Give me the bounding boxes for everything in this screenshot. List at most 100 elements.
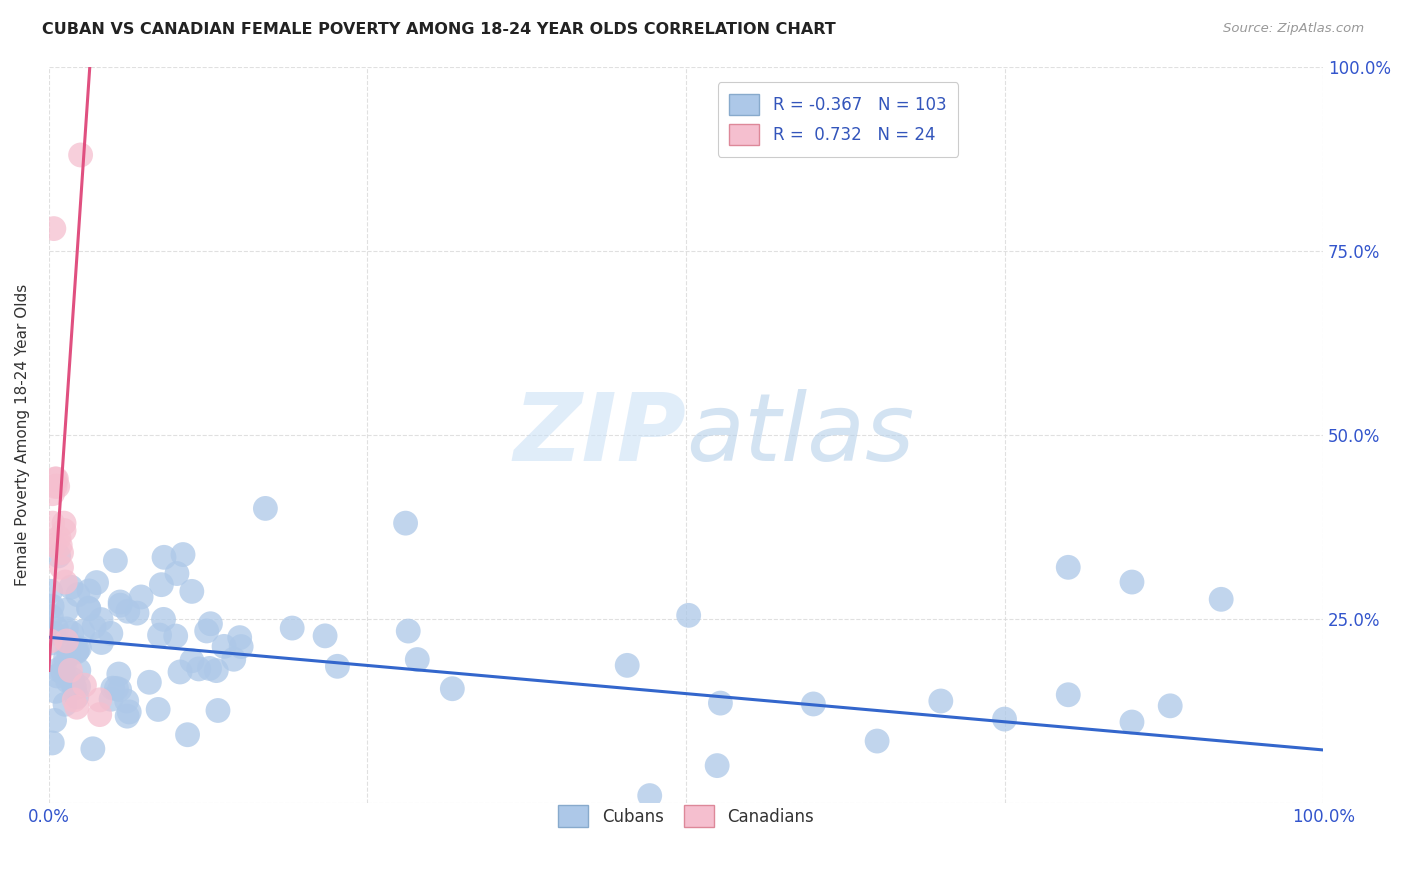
Point bbox=[195, 624, 218, 638]
Legend: Cubans, Canadians: Cubans, Canadians bbox=[550, 797, 823, 835]
Point bbox=[180, 584, 202, 599]
Point bbox=[117, 604, 139, 618]
Point bbox=[181, 654, 204, 668]
Point bbox=[326, 659, 349, 673]
Point bbox=[187, 662, 209, 676]
Point bbox=[58, 648, 80, 662]
Point bbox=[69, 640, 91, 655]
Point bbox=[138, 675, 160, 690]
Point bbox=[678, 608, 700, 623]
Point bbox=[41, 736, 63, 750]
Point bbox=[66, 588, 89, 602]
Point bbox=[616, 658, 638, 673]
Point bbox=[55, 650, 77, 665]
Point bbox=[129, 590, 152, 604]
Point bbox=[59, 580, 82, 594]
Point bbox=[176, 728, 198, 742]
Point bbox=[55, 603, 77, 617]
Point bbox=[993, 712, 1015, 726]
Point bbox=[638, 789, 661, 803]
Point bbox=[44, 479, 66, 493]
Point bbox=[56, 642, 79, 657]
Point bbox=[39, 634, 62, 648]
Point bbox=[62, 679, 84, 693]
Point bbox=[67, 680, 90, 694]
Point bbox=[55, 634, 77, 648]
Point bbox=[77, 601, 100, 615]
Point bbox=[55, 622, 77, 636]
Point bbox=[89, 693, 111, 707]
Point bbox=[86, 575, 108, 590]
Point bbox=[63, 681, 86, 695]
Point bbox=[929, 694, 952, 708]
Point bbox=[100, 626, 122, 640]
Point bbox=[41, 486, 63, 500]
Point bbox=[228, 631, 250, 645]
Point bbox=[207, 704, 229, 718]
Point bbox=[172, 548, 194, 562]
Point bbox=[69, 148, 91, 162]
Point bbox=[150, 577, 173, 591]
Point bbox=[83, 620, 105, 634]
Point bbox=[108, 595, 131, 609]
Point bbox=[125, 606, 148, 620]
Point bbox=[66, 643, 89, 657]
Point bbox=[46, 479, 69, 493]
Point bbox=[108, 682, 131, 697]
Point bbox=[49, 538, 72, 552]
Point bbox=[63, 693, 86, 707]
Point bbox=[169, 665, 191, 679]
Point bbox=[231, 640, 253, 654]
Point bbox=[48, 549, 70, 563]
Point bbox=[108, 667, 131, 681]
Point bbox=[41, 599, 63, 614]
Point bbox=[90, 635, 112, 649]
Point bbox=[254, 501, 277, 516]
Point bbox=[66, 700, 89, 714]
Point bbox=[441, 681, 464, 696]
Point bbox=[46, 669, 69, 683]
Point bbox=[53, 658, 76, 673]
Point bbox=[153, 550, 176, 565]
Point bbox=[48, 531, 70, 545]
Point bbox=[212, 640, 235, 654]
Point bbox=[42, 626, 65, 640]
Point bbox=[394, 516, 416, 530]
Point bbox=[39, 584, 62, 599]
Point bbox=[60, 626, 83, 640]
Point bbox=[59, 664, 82, 678]
Point bbox=[66, 690, 89, 704]
Point bbox=[53, 698, 76, 712]
Point bbox=[44, 472, 66, 486]
Point bbox=[41, 609, 63, 624]
Point bbox=[41, 636, 63, 650]
Point bbox=[706, 758, 728, 772]
Point bbox=[77, 601, 100, 615]
Point bbox=[105, 681, 128, 696]
Point bbox=[146, 702, 169, 716]
Point bbox=[82, 741, 104, 756]
Point bbox=[406, 652, 429, 666]
Point bbox=[866, 734, 889, 748]
Point bbox=[1057, 560, 1080, 574]
Point bbox=[1121, 575, 1143, 590]
Point bbox=[152, 612, 174, 626]
Point bbox=[104, 553, 127, 567]
Point bbox=[42, 538, 65, 552]
Point bbox=[165, 629, 187, 643]
Point bbox=[115, 694, 138, 708]
Point bbox=[53, 575, 76, 590]
Point bbox=[51, 560, 73, 574]
Point bbox=[45, 472, 67, 486]
Point bbox=[108, 598, 131, 612]
Point bbox=[396, 624, 419, 638]
Point bbox=[101, 681, 124, 695]
Point bbox=[1211, 592, 1233, 607]
Point bbox=[77, 583, 100, 598]
Point bbox=[44, 714, 66, 728]
Point bbox=[53, 524, 76, 538]
Point bbox=[66, 645, 89, 659]
Point bbox=[73, 678, 96, 692]
Point bbox=[56, 673, 79, 688]
Text: CUBAN VS CANADIAN FEMALE POVERTY AMONG 18-24 YEAR OLDS CORRELATION CHART: CUBAN VS CANADIAN FEMALE POVERTY AMONG 1… bbox=[42, 22, 837, 37]
